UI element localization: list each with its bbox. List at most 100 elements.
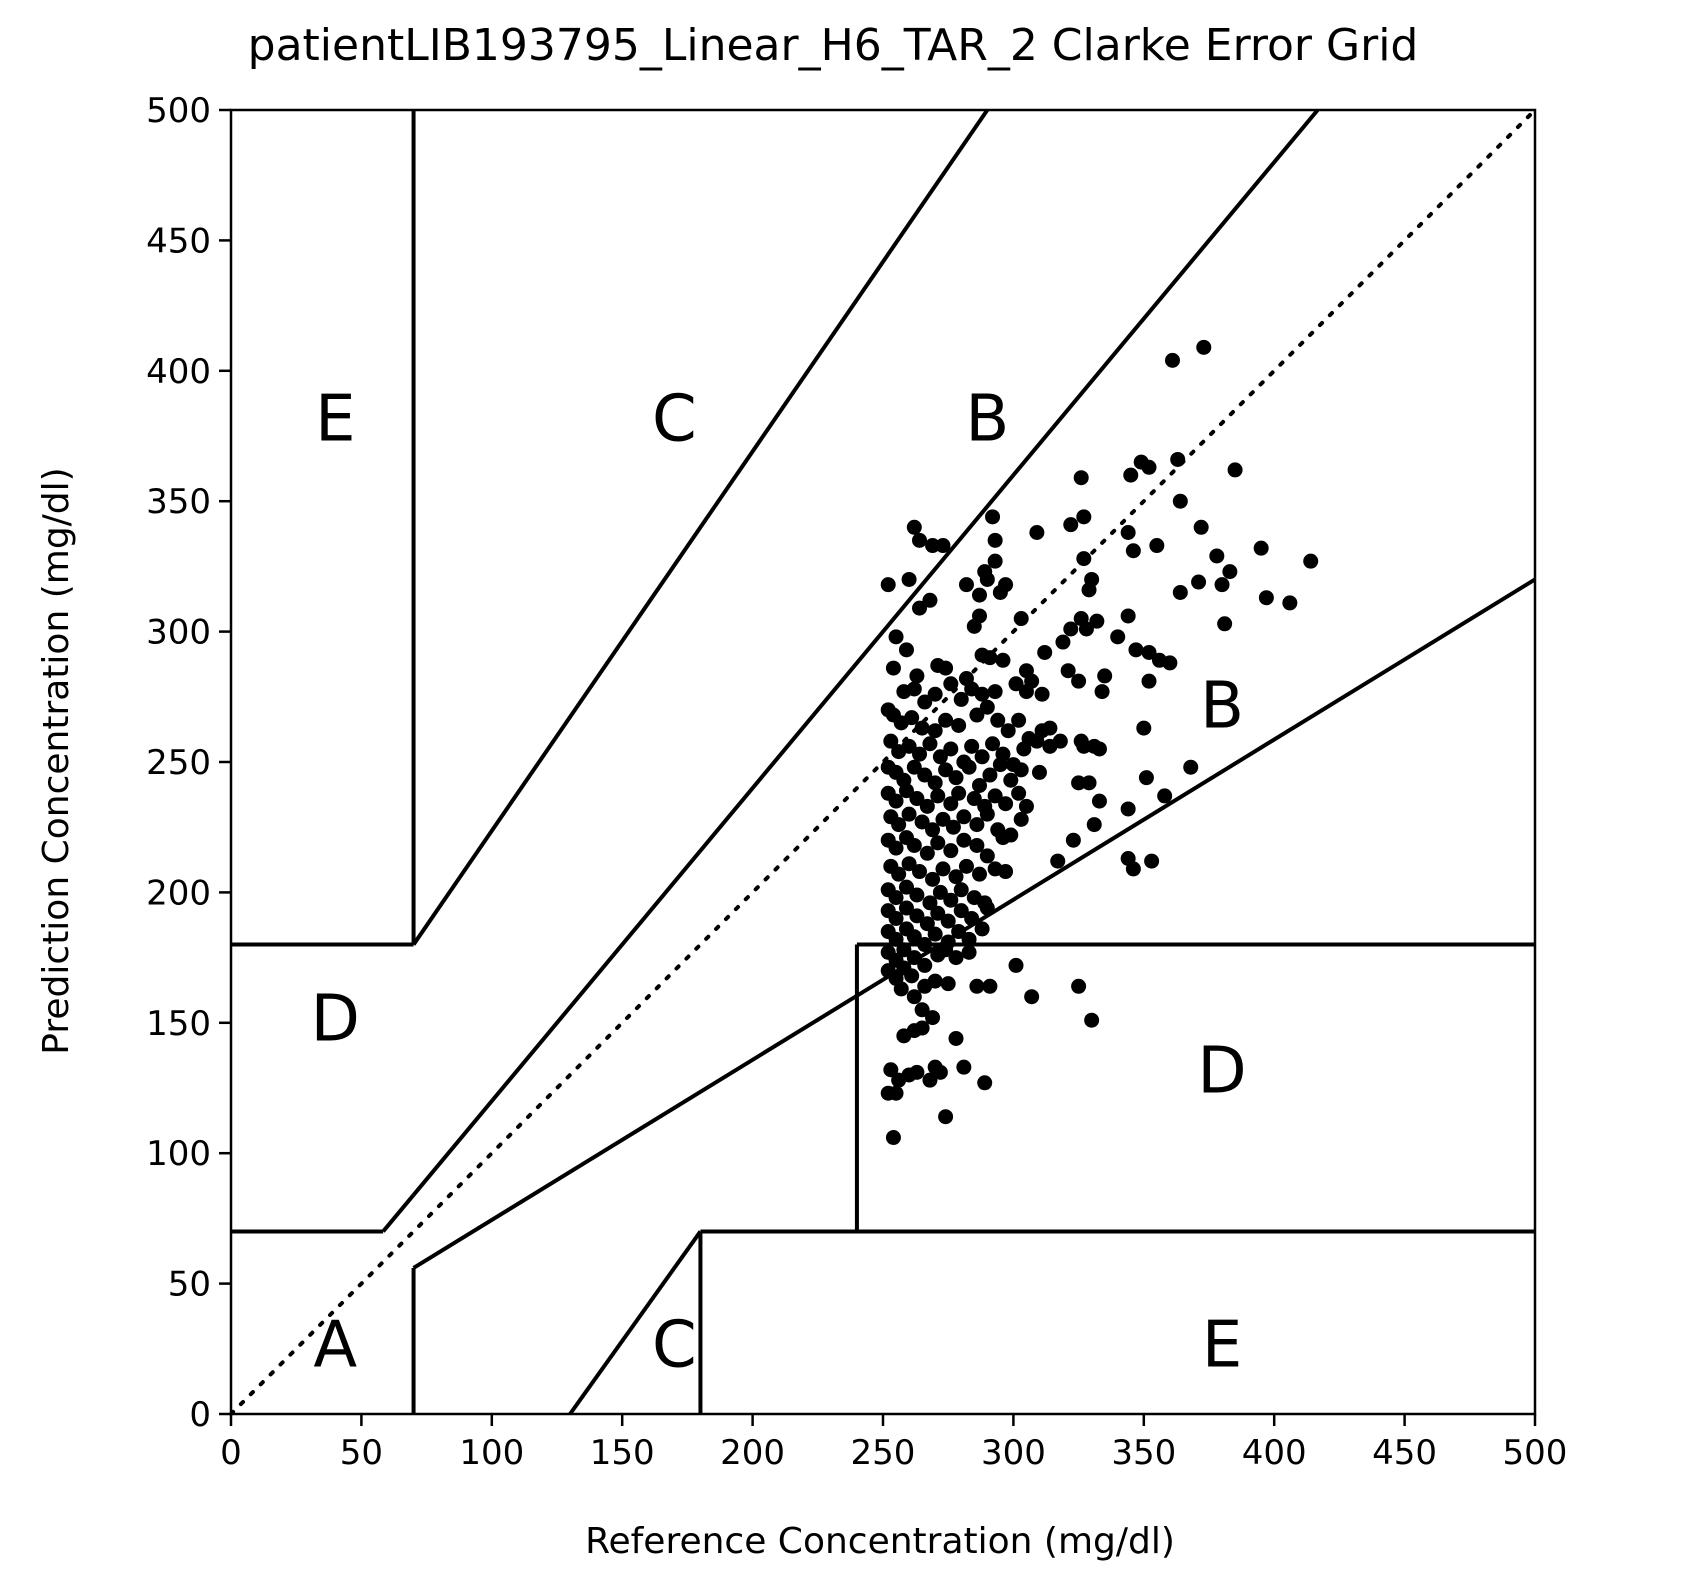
scatter-point [1258, 590, 1274, 606]
scatter-point [1018, 798, 1034, 814]
scatter-point [987, 684, 1003, 700]
scatter-point [917, 937, 933, 953]
scatter-point [940, 976, 956, 992]
scatter-point [938, 1109, 954, 1125]
scatter-point [914, 1020, 930, 1036]
scatter-point [891, 817, 907, 833]
scatter-point [909, 887, 925, 903]
zone-labels: E C B D B D A C E [311, 383, 1247, 1383]
scatter-point [1183, 759, 1199, 775]
zone-label: E [1202, 1308, 1242, 1382]
scatter-point [958, 858, 974, 874]
scatter-point [912, 746, 928, 762]
scatter-point [1063, 517, 1079, 533]
scatter-point [880, 577, 896, 593]
scatter-point [906, 837, 922, 853]
scatter-point [1084, 1012, 1100, 1028]
scatter-point [938, 942, 954, 958]
scatter-point [1191, 574, 1207, 590]
scatter-point [1172, 584, 1188, 600]
scatter-point [927, 973, 943, 989]
scatter-point [1144, 853, 1160, 869]
scatter-point [906, 759, 922, 775]
scatter-point [922, 592, 938, 608]
scatter-point [979, 806, 995, 822]
scatter-point [943, 892, 959, 908]
scatter-point [906, 929, 922, 945]
scatter-point [1076, 738, 1092, 754]
x-tick-label: 200 [720, 1433, 785, 1473]
scatter-point [906, 950, 922, 966]
scatter-point [1091, 793, 1107, 809]
scatter-point [1063, 621, 1079, 637]
scatter-point [1013, 611, 1029, 627]
scatter-point [904, 968, 920, 984]
scatter-point [925, 538, 941, 554]
scatter-point [885, 1130, 901, 1146]
scatter-point [883, 1062, 899, 1078]
scatter-point [1065, 832, 1081, 848]
scatter-point [948, 950, 964, 966]
scatter-point [1253, 540, 1269, 556]
scatter-point [948, 869, 964, 885]
scatter-point [961, 931, 977, 947]
scatter-point [1008, 957, 1024, 973]
scatter-point [961, 944, 977, 960]
scatter-point [974, 749, 990, 765]
scatter-point [922, 895, 938, 911]
scatter-point [1227, 462, 1243, 478]
scatter-point [930, 835, 946, 851]
scatter-point [1149, 538, 1165, 554]
scatter-point [969, 978, 985, 994]
scatter-point [1141, 644, 1157, 660]
scatter-point [1081, 775, 1097, 791]
zone-label: C [652, 1308, 697, 1382]
scatter-point [938, 712, 954, 728]
scatter-point [930, 788, 946, 804]
scatter-point [1081, 582, 1097, 598]
scatter-point [1037, 644, 1053, 660]
scatter-point [898, 783, 914, 799]
scatter-point [995, 830, 1011, 846]
scatter-point [1157, 788, 1173, 804]
zone-label: C [652, 383, 697, 457]
scatter-point [971, 866, 987, 882]
scatter-point [891, 866, 907, 882]
scatter-point [922, 736, 938, 752]
scatter-point [990, 712, 1006, 728]
scatter-point [901, 856, 917, 872]
scatter-point [909, 1064, 925, 1080]
scatter-point [1094, 684, 1110, 700]
scatter-point [948, 770, 964, 786]
scatter-point [1031, 764, 1047, 780]
scatter-point [927, 723, 943, 739]
scatter-point [935, 811, 951, 827]
scatter-point [1125, 861, 1141, 877]
zone-label: E [315, 383, 355, 457]
scatter-point [1110, 629, 1126, 645]
scatter-point [953, 882, 969, 898]
scatter-point [888, 890, 904, 906]
scatter-point [1076, 509, 1092, 525]
scatter-point [935, 861, 951, 877]
scatter-point [932, 1064, 948, 1080]
y-tick-label: 150 [146, 1004, 211, 1044]
x-axis-title: Reference Concentration (mg/dl) [585, 1521, 1175, 1562]
scatter-point [974, 686, 990, 702]
scatter-point [1073, 470, 1089, 486]
scatter-point [1013, 811, 1029, 827]
scatter-point [995, 652, 1011, 668]
scatter-point [1141, 673, 1157, 689]
scatter-point [901, 806, 917, 822]
scatter-point [1000, 723, 1016, 739]
scatter-point [958, 577, 974, 593]
scatter-point [1123, 467, 1139, 483]
scatter-point [1193, 519, 1209, 535]
zone-boundary-line [411, 108, 989, 946]
x-tick-label: 450 [1372, 1433, 1437, 1473]
scatter-point [1089, 613, 1105, 629]
scatter-point [1125, 543, 1141, 559]
scatter-point [1120, 801, 1136, 817]
scatter-point [885, 660, 901, 676]
